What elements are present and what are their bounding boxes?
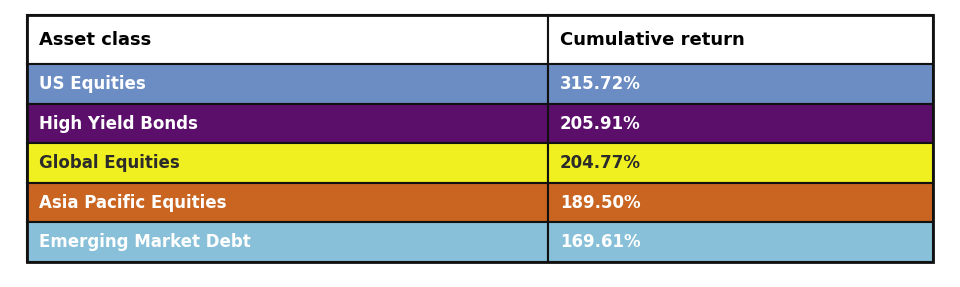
Text: 315.72%: 315.72%	[560, 75, 641, 93]
Bar	[27, 183, 548, 222]
Bar	[27, 64, 548, 104]
Text: 204.77%: 204.77%	[560, 154, 641, 172]
Text: Emerging Market Debt: Emerging Market Debt	[39, 233, 251, 251]
Text: 169.61%: 169.61%	[560, 233, 640, 251]
Bar	[27, 222, 548, 262]
Bar	[548, 15, 933, 64]
Bar	[548, 64, 933, 104]
Bar	[548, 144, 933, 183]
Text: High Yield Bonds: High Yield Bonds	[39, 115, 198, 133]
Text: Asset class: Asset class	[39, 31, 152, 49]
Bar	[548, 222, 933, 262]
Text: Cumulative return: Cumulative return	[560, 31, 745, 49]
Bar	[27, 144, 548, 183]
Text: Global Equities: Global Equities	[39, 154, 180, 172]
Text: 189.50%: 189.50%	[560, 194, 640, 212]
Bar	[27, 15, 548, 64]
Bar	[27, 15, 933, 262]
Bar	[548, 183, 933, 222]
Text: 205.91%: 205.91%	[560, 115, 640, 133]
Text: Asia Pacific Equities: Asia Pacific Equities	[39, 194, 227, 212]
Text: US Equities: US Equities	[39, 75, 146, 93]
Bar	[27, 104, 548, 144]
Bar	[548, 104, 933, 144]
